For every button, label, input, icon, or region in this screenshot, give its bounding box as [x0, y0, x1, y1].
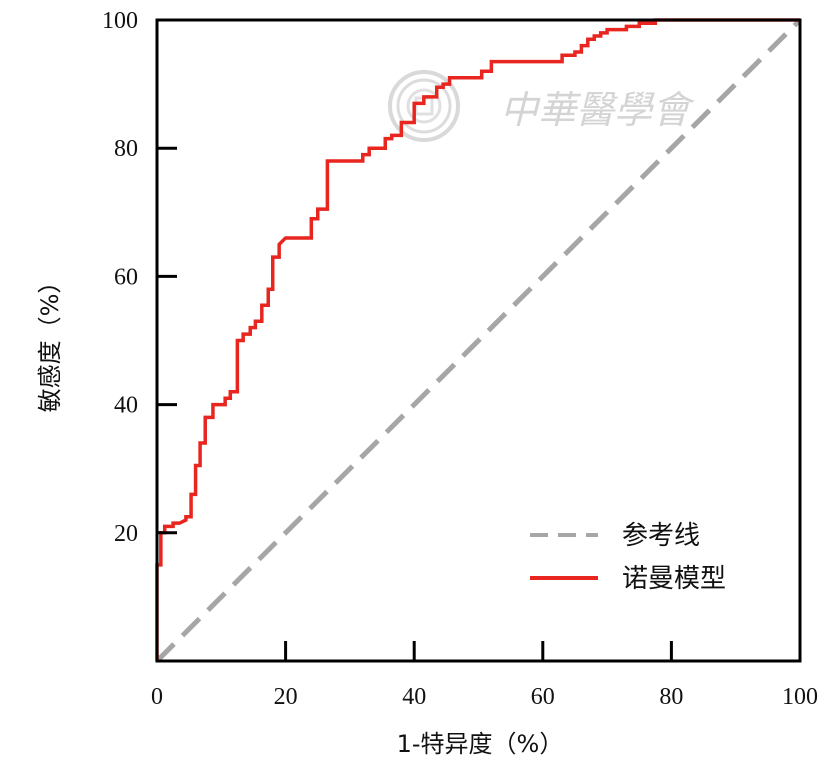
legend-label-reference: 参考线 [622, 521, 700, 551]
series-line-reference [155, 18, 802, 663]
legend: 参考线 诺曼模型 [530, 521, 726, 594]
y-tick-label: 60 [114, 264, 138, 290]
x-tick-label: 40 [402, 684, 426, 710]
legend-label-model: 诺曼模型 [622, 564, 726, 594]
x-tick-label: 100 [782, 684, 818, 710]
x-axis-title: 1-特异度（%） [397, 730, 564, 758]
x-tick-label: 20 [274, 684, 298, 710]
series-line-model [155, 18, 800, 661]
y-axis-title: 敏感度（%） [36, 270, 64, 413]
x-tick-label: 60 [531, 684, 555, 710]
plot-frame [155, 18, 802, 663]
watermark-seal: 中華醫學會 [388, 70, 695, 142]
watermark-text: 中華醫學會 [500, 88, 695, 132]
x-tick-label: 80 [659, 684, 683, 710]
y-tick-label: 40 [114, 393, 138, 419]
y-tick-label: 100 [102, 8, 138, 34]
y-tick-label: 20 [114, 521, 138, 547]
x-tick-label: 0 [151, 684, 163, 710]
y-tick-label: 80 [114, 136, 138, 162]
